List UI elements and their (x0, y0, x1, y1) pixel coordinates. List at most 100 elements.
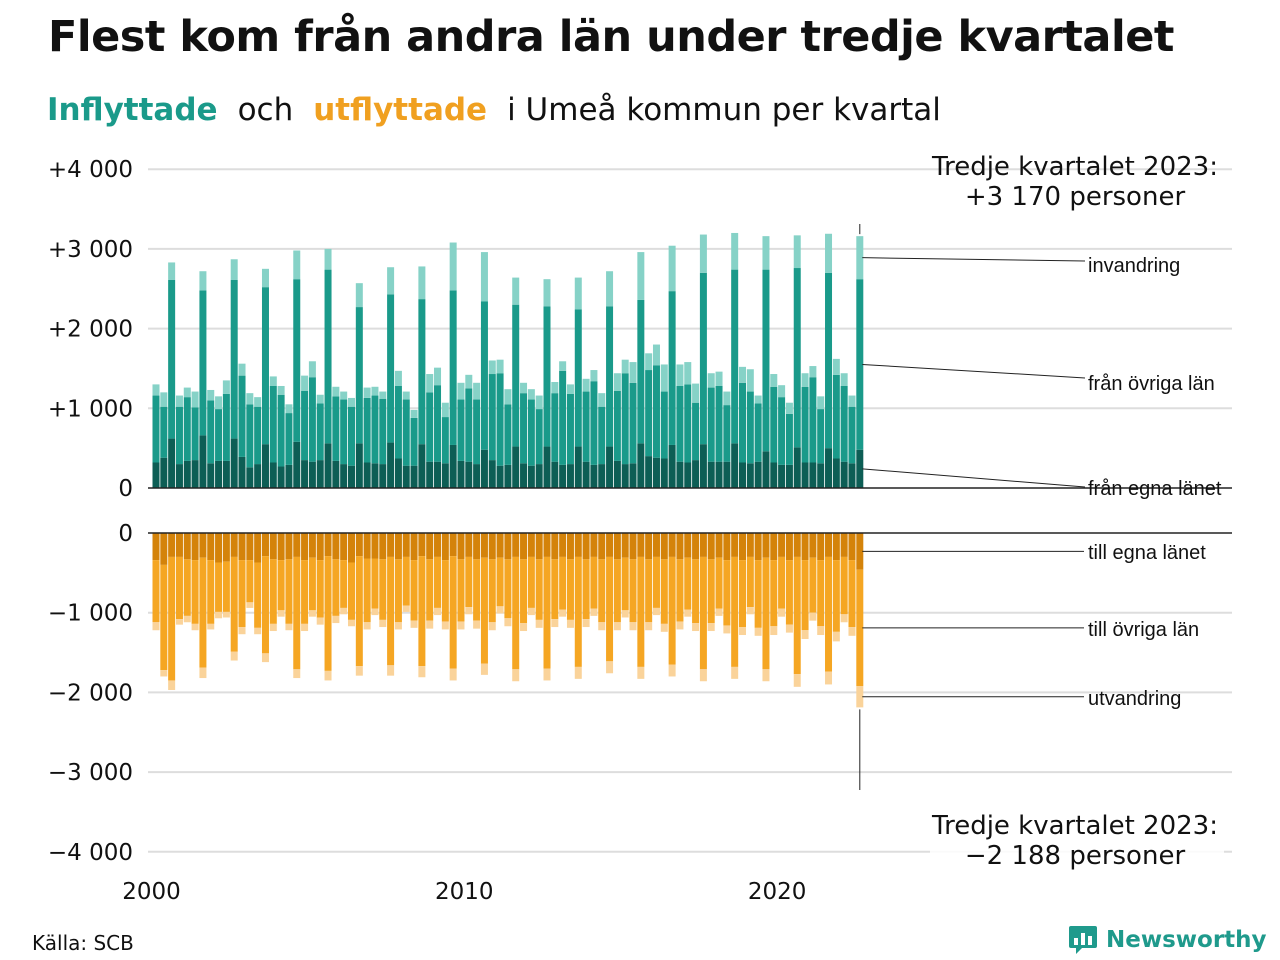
subtitle-outflow-word: utflyttade (313, 92, 488, 128)
bar-top-own-county (848, 463, 856, 488)
bar-top-own-county (840, 461, 848, 488)
bar-top-other-counties (332, 396, 340, 461)
bar-top-immigration (660, 364, 668, 392)
bar-top-other-counties (301, 390, 309, 461)
bar-top-other-counties (480, 301, 488, 450)
bar-top-other-counties (778, 397, 786, 465)
bar-top-other-counties (645, 370, 653, 457)
bar-bottom-other-counties (261, 556, 269, 654)
bar-bottom-emigration (809, 612, 817, 621)
bar-bottom-emigration (770, 626, 778, 636)
bar-top-immigration (543, 279, 551, 307)
bar-bottom-emigration (261, 653, 269, 663)
bar-top-other-counties (785, 413, 793, 465)
bar-bottom-other-counties (739, 560, 746, 628)
bar-top-immigration (739, 366, 746, 383)
bar-bottom-own-county (739, 533, 746, 561)
bar-top-own-county (332, 460, 340, 488)
bar-bottom-own-county (684, 533, 692, 558)
x-tick-label: 2020 (748, 879, 807, 905)
bar-bottom-other-counties (473, 559, 481, 621)
bar-bottom-other-counties (394, 559, 402, 623)
bar-bottom-emigration (207, 623, 215, 630)
bar-bottom-other-counties (207, 560, 215, 624)
bar-top-immigration (598, 393, 606, 407)
top-series-label-leader (862, 468, 1086, 488)
bar-top-own-county (660, 458, 668, 488)
bar-top-immigration (551, 381, 559, 394)
bar-top-own-county (520, 463, 528, 488)
bar-top-own-county (473, 464, 481, 488)
bar-bottom-own-county (817, 533, 825, 561)
bar-top-immigration (762, 236, 770, 270)
bar-top-own-county (606, 446, 614, 488)
bar-top-other-counties (457, 399, 465, 461)
bar-top-own-county (817, 463, 825, 488)
bar-bottom-own-county (308, 533, 316, 558)
bar-top-other-counties (418, 299, 426, 445)
bar-bottom-own-county (543, 533, 551, 557)
bar-bottom-other-counties (520, 559, 528, 624)
bar-top-other-counties (277, 394, 285, 467)
bar-top-own-county (449, 444, 457, 488)
bar-top-own-county (379, 464, 387, 488)
bar-bottom-other-counties (238, 560, 246, 628)
bar-top-immigration (457, 382, 465, 400)
bar-bottom-own-county (637, 533, 645, 557)
bar-top-other-counties (527, 399, 535, 466)
bar-top-own-county (559, 464, 567, 488)
bar-bottom-other-counties (480, 557, 488, 664)
bar-bottom-emigration (457, 621, 465, 630)
bar-top-immigration (793, 235, 801, 269)
bar-bottom-own-county (566, 533, 574, 560)
bar-top-other-counties (254, 406, 262, 465)
bar-bottom-own-county (269, 533, 277, 560)
bar-top-immigration (746, 369, 754, 392)
bar-top-immigration (731, 232, 739, 270)
bar-bottom-other-counties (512, 556, 520, 670)
bar-top-immigration (496, 359, 504, 374)
bar-top-immigration (809, 366, 817, 378)
bar-top-other-counties (394, 385, 402, 459)
bar-bottom-other-counties (668, 556, 676, 665)
bar-top-own-county (645, 456, 653, 488)
bar-top-other-counties (699, 272, 707, 445)
bar-top-own-county (613, 460, 621, 488)
bar-top-own-county (496, 465, 504, 488)
subtitle-rest: i Umeå kommun per kvartal (507, 92, 941, 128)
bar-top-own-county (566, 464, 574, 488)
bar-top-immigration (621, 359, 629, 374)
bar-top-own-county (535, 464, 543, 488)
bar-top-immigration (676, 364, 684, 386)
bar-bottom-other-counties (715, 557, 723, 609)
bar-bottom-other-counties (168, 556, 176, 681)
top-series-label-leader (862, 363, 1086, 379)
bar-bottom-own-county (754, 533, 762, 561)
bar-bottom-emigration (645, 622, 653, 631)
bar-top-other-counties (832, 374, 840, 459)
bottom-y-tick-label: −1 000 (48, 601, 133, 627)
bar-bottom-other-counties (277, 560, 285, 611)
bar-bottom-own-county (723, 533, 731, 561)
bar-bottom-own-county (379, 533, 387, 560)
bar-bottom-own-county (660, 533, 668, 560)
bar-bottom-emigration (363, 622, 371, 630)
bottom-y-tick-label: −2 000 (48, 680, 133, 706)
bar-bottom-other-counties (543, 556, 551, 669)
bar-top-other-counties (840, 385, 848, 462)
bar-bottom-own-county (394, 533, 402, 560)
subtitle-and-word: och (237, 92, 294, 128)
bar-bottom-other-counties (222, 561, 230, 612)
bar-top-immigration (207, 389, 215, 401)
bar-top-other-counties (465, 388, 473, 462)
chart-subtitle: Inflyttade och utflyttade i Umeå kommun per… (47, 92, 941, 128)
bar-bottom-other-counties (652, 556, 660, 608)
bar-bottom-other-counties (488, 559, 496, 623)
bar-top-own-county (348, 465, 355, 488)
bar-bottom-own-county (668, 533, 676, 557)
bar-top-immigration (848, 395, 856, 407)
bar-top-own-county (465, 461, 473, 488)
bar-bottom-own-county (465, 533, 473, 557)
bar-bottom-emigration (348, 619, 355, 627)
bar-top-own-county (363, 462, 371, 488)
